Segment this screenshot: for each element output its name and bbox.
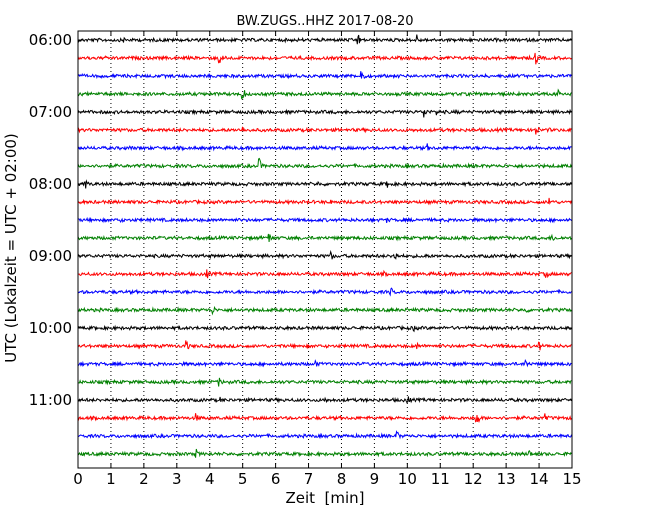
- trace-line: [77, 71, 572, 80]
- x-tick-label: 13: [497, 470, 516, 488]
- x-axis-ticks: 0 1 2 3 4 5 6 7 8 9 10 11 12 13 14 15: [73, 31, 582, 488]
- trace-12: [77, 249, 572, 260]
- trace-line: [77, 126, 572, 135]
- y-tick-label: 08:00: [29, 175, 72, 193]
- x-tick-label: 6: [271, 470, 281, 488]
- chart-title: BW.ZUGS..HHZ 2017-08-20: [236, 14, 413, 29]
- plot-frame: [77, 30, 573, 469]
- trace-19: [77, 377, 572, 387]
- trace-1: [77, 52, 572, 65]
- trace-line: [77, 143, 572, 152]
- trace-line: [77, 52, 572, 65]
- trace-3: [77, 88, 572, 100]
- x-tick-label: 12: [464, 470, 483, 488]
- trace-18: [77, 359, 572, 368]
- trace-14: [77, 287, 572, 297]
- trace-23: [77, 448, 572, 458]
- x-tick-label: 2: [139, 470, 149, 488]
- trace-line: [77, 340, 572, 351]
- x-tick-label: 3: [172, 470, 182, 488]
- trace-line: [77, 448, 572, 458]
- trace-20: [77, 396, 572, 404]
- trace-5: [77, 126, 572, 135]
- trace-line: [77, 413, 572, 424]
- trace-8: [77, 179, 572, 189]
- trace-22: [77, 430, 572, 440]
- trace-line: [77, 249, 572, 260]
- trace-15: [77, 305, 572, 316]
- x-tick-label: 8: [337, 470, 347, 488]
- trace-line: [77, 108, 572, 118]
- trace-7: [77, 157, 572, 170]
- grid-lines: [110, 31, 540, 468]
- x-tick-label: 9: [370, 470, 380, 488]
- trace-16: [77, 324, 572, 333]
- seismic-traces: [77, 34, 572, 458]
- trace-line: [77, 359, 572, 368]
- y-axis-ticks: 06:00 07:00 08:00 09:00 10:00 11:00: [29, 31, 572, 409]
- x-tick-label: 1: [106, 470, 116, 488]
- trace-13: [77, 269, 572, 279]
- y-tick-label: 10:00: [29, 319, 72, 337]
- trace-9: [78, 197, 572, 206]
- trace-line: [77, 216, 572, 224]
- trace-11: [77, 233, 572, 243]
- trace-line: [77, 88, 572, 100]
- trace-0: [77, 34, 572, 45]
- x-tick-label: 11: [431, 470, 450, 488]
- trace-line: [77, 287, 572, 297]
- x-tick-label: 4: [205, 470, 215, 488]
- x-tick-label: 10: [398, 470, 417, 488]
- y-tick-label: 07:00: [29, 103, 72, 121]
- x-tick-label: 0: [73, 470, 83, 488]
- x-tick-label: 7: [304, 470, 314, 488]
- trace-17: [77, 340, 572, 351]
- trace-line: [77, 430, 572, 440]
- trace-line: [77, 396, 572, 404]
- x-tick-label: 5: [238, 470, 248, 488]
- trace-line: [77, 157, 572, 170]
- trace-line: [77, 34, 572, 45]
- trace-line: [78, 197, 572, 206]
- trace-line: [77, 324, 572, 333]
- trace-line: [77, 179, 572, 189]
- y-tick-label: 09:00: [29, 247, 72, 265]
- trace-6: [77, 143, 572, 152]
- trace-4: [77, 108, 572, 118]
- trace-10: [77, 216, 572, 224]
- trace-21: [77, 413, 572, 424]
- y-tick-label: 11:00: [29, 391, 72, 409]
- trace-line: [77, 269, 572, 279]
- trace-line: [77, 305, 572, 316]
- x-tick-label: 15: [562, 470, 581, 488]
- x-tick-label: 14: [530, 470, 549, 488]
- x-axis-label: Zeit [min]: [285, 489, 364, 507]
- trace-line: [77, 377, 572, 387]
- y-axis-label: UTC (Lokalzeit = UTC + 02:00): [2, 133, 20, 363]
- trace-2: [77, 71, 572, 80]
- y-tick-label: 06:00: [29, 31, 72, 49]
- trace-line: [77, 233, 572, 243]
